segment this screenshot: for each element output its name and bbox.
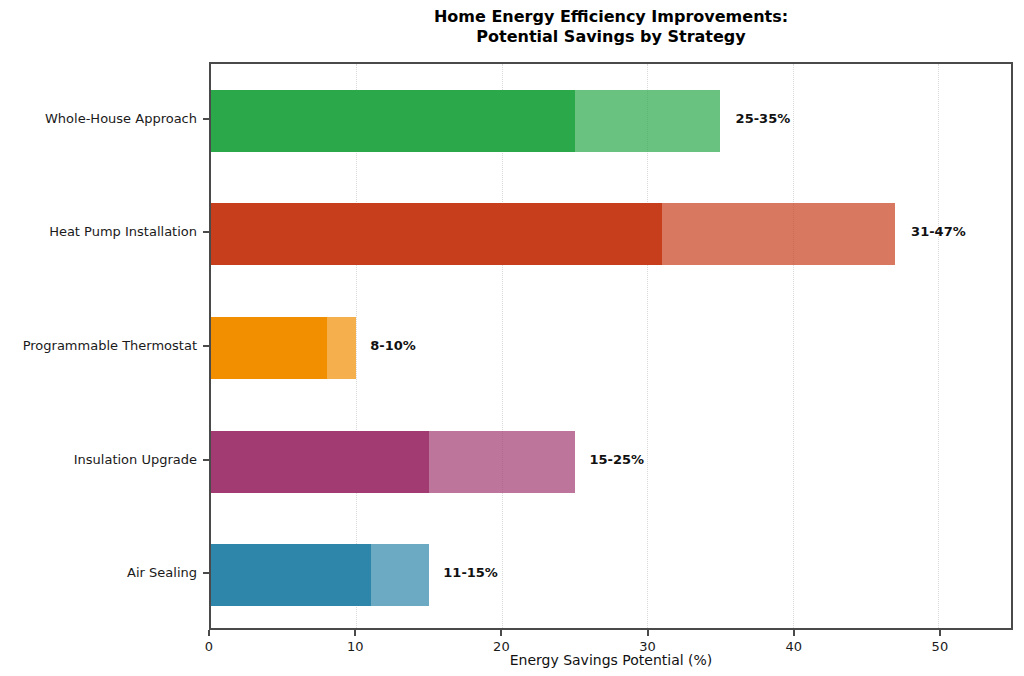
x-tick-label: 10 bbox=[347, 639, 364, 654]
x-tick-mark bbox=[208, 630, 210, 636]
y-tick-mark bbox=[203, 459, 209, 461]
x-tick-label: 40 bbox=[785, 639, 802, 654]
category-label: Insulation Upgrade bbox=[0, 452, 197, 468]
bar-value-label: 25-35% bbox=[736, 111, 791, 127]
bar-min-segment bbox=[211, 317, 327, 379]
x-tick-mark bbox=[647, 630, 649, 636]
bar-range-segment bbox=[662, 203, 895, 265]
gridline-50 bbox=[938, 64, 939, 628]
category-label: Air Sealing bbox=[0, 565, 197, 581]
x-tick-mark bbox=[354, 630, 356, 636]
y-tick-mark bbox=[203, 572, 209, 574]
bar-min-segment bbox=[211, 544, 371, 606]
x-tick-mark bbox=[939, 630, 941, 636]
gridline-40 bbox=[793, 64, 794, 628]
bar-min-segment bbox=[211, 203, 662, 265]
x-tick-label: 0 bbox=[205, 639, 213, 654]
bar-range-segment bbox=[327, 317, 356, 379]
bar-value-label: 31-47% bbox=[911, 224, 966, 240]
x-axis-label: Energy Savings Potential (%) bbox=[209, 652, 1013, 669]
bar-range-segment bbox=[429, 431, 574, 493]
bar-min-segment bbox=[211, 90, 575, 152]
chart-title: Home Energy Efficiency Improvements: Pot… bbox=[209, 7, 1013, 47]
bar-range-segment bbox=[575, 90, 720, 152]
figure: Home Energy Efficiency Improvements: Pot… bbox=[0, 0, 1024, 676]
y-tick-mark bbox=[203, 118, 209, 120]
x-tick-label: 30 bbox=[639, 639, 656, 654]
bar-range-segment bbox=[371, 544, 429, 606]
category-label: Programmable Thermostat bbox=[0, 338, 197, 354]
y-tick-mark bbox=[203, 231, 209, 233]
x-tick-label: 50 bbox=[932, 639, 949, 654]
category-label: Whole-House Approach bbox=[0, 111, 197, 127]
x-tick-mark bbox=[793, 630, 795, 636]
bar-value-label: 15-25% bbox=[590, 452, 645, 468]
y-tick-mark bbox=[203, 345, 209, 347]
category-label: Heat Pump Installation bbox=[0, 224, 197, 240]
x-tick-label: 20 bbox=[493, 639, 510, 654]
bar-value-label: 11-15% bbox=[443, 565, 498, 581]
bar-value-label: 8-10% bbox=[370, 338, 416, 354]
bar-min-segment bbox=[211, 431, 429, 493]
x-tick-mark bbox=[500, 630, 502, 636]
plot-area bbox=[209, 62, 1013, 630]
